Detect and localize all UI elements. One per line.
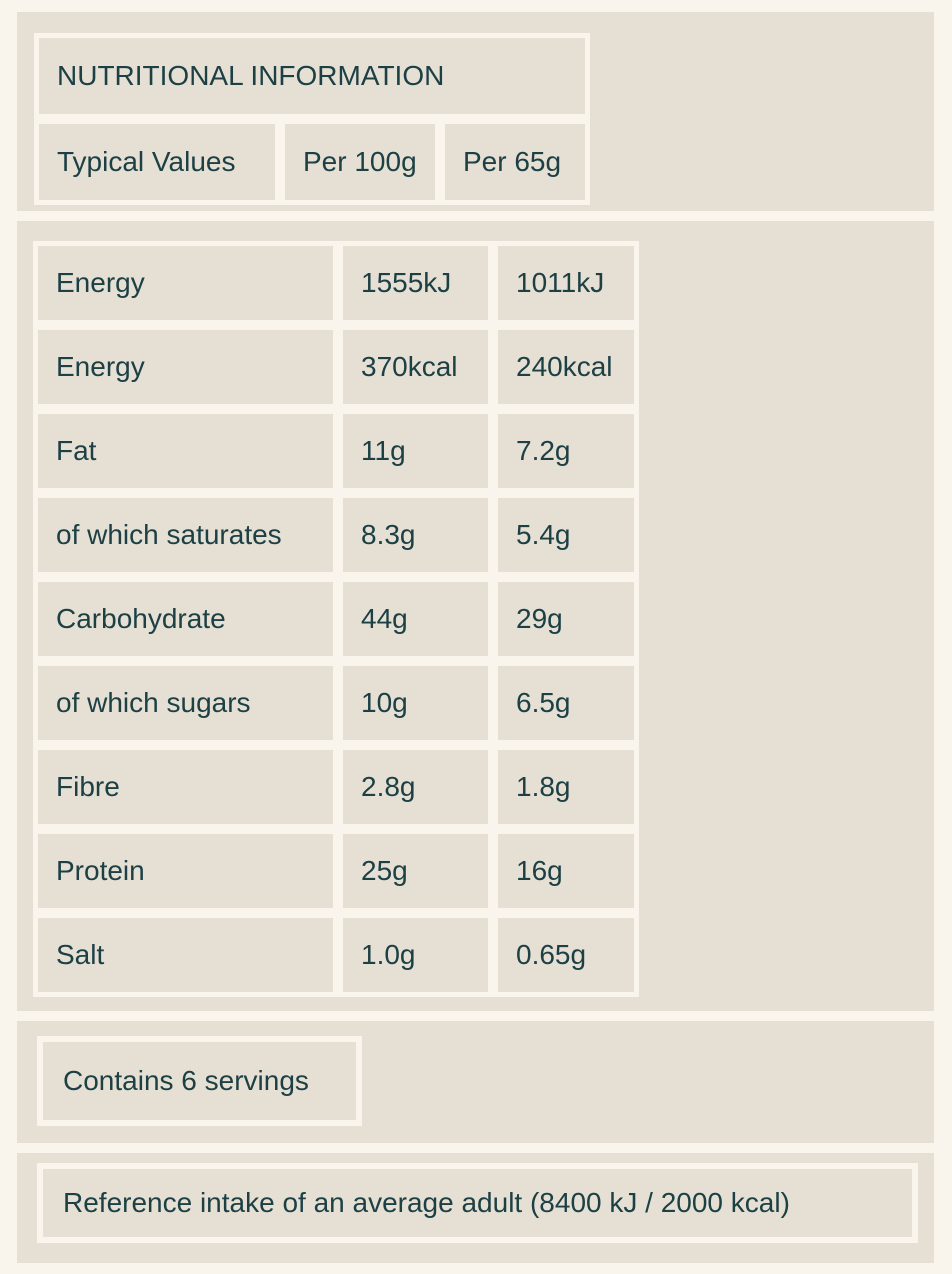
table-row: Protein 25g 16g [33,829,639,913]
nutrient-label-cell: of which saturates [33,493,338,577]
table-row: Carbohydrate 44g 29g [33,577,639,661]
nutrient-label-cell: Fat [33,409,338,493]
nutrient-label-cell: Fibre [33,745,338,829]
nutrient-label-cell: Salt [33,913,338,997]
nutrient-label-cell: Energy [33,241,338,325]
header-columns-row: Typical Values Per 100g Per 65g [34,119,591,205]
table-row: of which saturates 8.3g 5.4g [33,493,639,577]
nutrient-label-cell: of which sugars [33,661,338,745]
per-65g-value-cell: 6.5g [493,661,639,745]
servings-panel: Contains 6 servings [17,1021,934,1143]
per-100g-value-cell: 2.8g [338,745,493,829]
per-100g-value-cell: 25g [338,829,493,913]
per-65g-value-cell: 16g [493,829,639,913]
nutrition-table: Energy 1555kJ 1011kJ Energy 370kcal 240kcal Fa… [33,241,639,997]
nutrient-label-cell: Energy [33,325,338,409]
per-65g-value-cell: 29g [493,577,639,661]
column-header: Typical Values [34,119,280,205]
per-65g-value-cell: 7.2g [493,409,639,493]
table-row: Energy 370kcal 240kcal [33,325,639,409]
nutrient-label-cell: Carbohydrate [33,577,338,661]
per-100g-value-cell: 10g [338,661,493,745]
per-65g-value-cell: 1.8g [493,745,639,829]
table-title: NUTRITIONAL INFORMATION [34,33,591,119]
column-header: Per 100g [280,119,440,205]
per-100g-value-cell: 370kcal [338,325,493,409]
per-65g-value-cell: 5.4g [493,493,639,577]
header-panel: NUTRITIONAL INFORMATION Typical Values Pe… [17,12,934,211]
table-row: Salt 1.0g 0.65g [33,913,639,997]
reference-note: Reference intake of an average adult (84… [37,1163,918,1243]
table-row: Energy 1555kJ 1011kJ [33,241,639,325]
table-row: Fat 11g 7.2g [33,409,639,493]
per-100g-value-cell: 1.0g [338,913,493,997]
header-table: NUTRITIONAL INFORMATION Typical Values Pe… [34,33,591,205]
values-panel: Energy 1555kJ 1011kJ Energy 370kcal 240kcal Fa… [17,221,934,1011]
servings-note: Contains 6 servings [37,1036,362,1126]
reference-panel: Reference intake of an average adult (84… [17,1153,934,1263]
nutrient-label-cell: Protein [33,829,338,913]
per-65g-value-cell: 0.65g [493,913,639,997]
header-title-row: NUTRITIONAL INFORMATION [34,33,591,119]
column-header: Per 65g [440,119,591,205]
per-65g-value-cell: 1011kJ [493,241,639,325]
per-100g-value-cell: 11g [338,409,493,493]
per-100g-value-cell: 44g [338,577,493,661]
per-65g-value-cell: 240kcal [493,325,639,409]
table-row: of which sugars 10g 6.5g [33,661,639,745]
per-100g-value-cell: 1555kJ [338,241,493,325]
per-100g-value-cell: 8.3g [338,493,493,577]
table-row: Fibre 2.8g 1.8g [33,745,639,829]
